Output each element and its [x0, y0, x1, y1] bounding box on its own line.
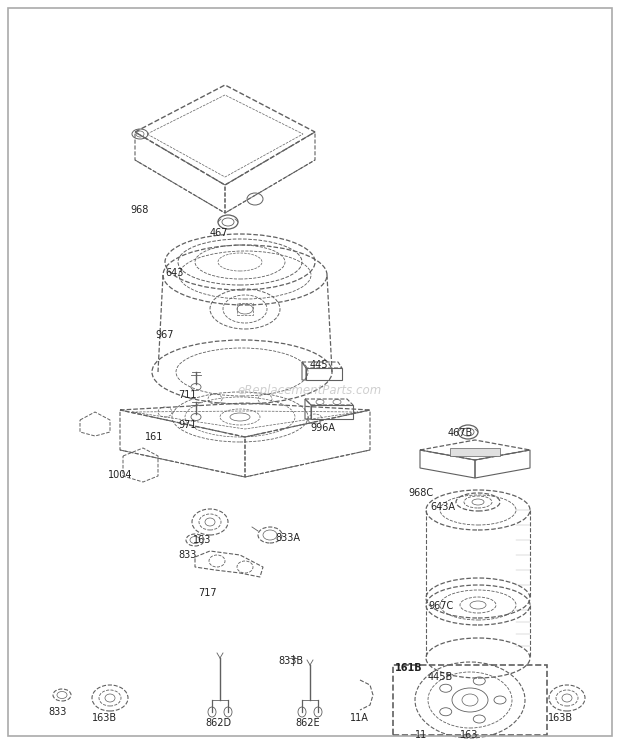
Text: 967: 967 [155, 330, 174, 340]
Text: 833A: 833A [275, 533, 300, 543]
Text: 163: 163 [460, 730, 479, 740]
Text: 163: 163 [193, 535, 211, 545]
Polygon shape [450, 448, 500, 456]
Text: 163B: 163B [548, 713, 573, 723]
Text: 161B: 161B [395, 663, 423, 673]
Text: 971: 971 [178, 420, 197, 430]
Text: 862E: 862E [295, 718, 320, 728]
Text: 717: 717 [198, 588, 216, 598]
Text: 161: 161 [145, 432, 164, 442]
Text: 711: 711 [178, 390, 197, 400]
Text: 163B: 163B [92, 713, 117, 723]
Text: 643A: 643A [430, 502, 455, 512]
Text: 833B: 833B [278, 656, 303, 666]
Text: 968: 968 [130, 205, 148, 215]
Text: 445: 445 [310, 360, 329, 370]
Text: 445B: 445B [428, 672, 453, 682]
Text: 11A: 11A [350, 713, 369, 723]
Text: 967C: 967C [428, 601, 453, 611]
Text: 467B: 467B [448, 428, 473, 438]
Text: 996A: 996A [310, 423, 335, 433]
Text: 643: 643 [165, 268, 184, 278]
Text: 467: 467 [210, 228, 229, 238]
Text: eReplacementParts.com: eReplacementParts.com [238, 383, 382, 397]
Text: 862D: 862D [205, 718, 231, 728]
Text: 833: 833 [48, 707, 66, 717]
Text: 1004: 1004 [108, 470, 133, 480]
Text: 11: 11 [415, 730, 427, 740]
Text: 968C: 968C [408, 488, 433, 498]
Text: 833: 833 [178, 550, 197, 560]
